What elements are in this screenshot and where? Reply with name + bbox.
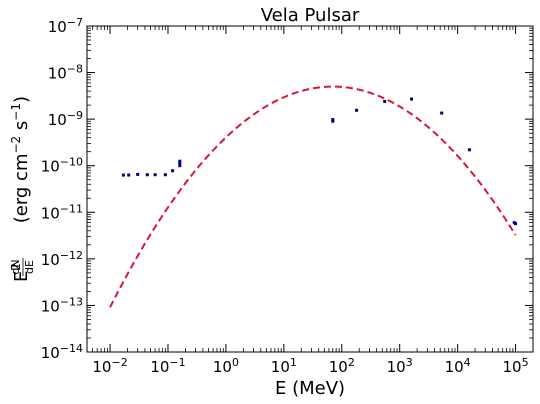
y-tick-label: 10−14 [41,342,83,363]
fit-curve [109,85,517,308]
x-axis-title: E (MeV) [275,378,345,399]
data-point [171,169,175,173]
y-label-unit-pow1: −2 [9,136,23,154]
y-tick-label: 10−8 [48,62,83,83]
data-point [440,111,444,115]
y-axis-title: E2 (erg cm−2 s−1) dN dE [9,96,36,282]
x-tick-labels: 10−2 10−1 100 101 102 103 104 105 [92,356,528,377]
data-point [355,108,359,112]
y-label-frac-num: dN [9,259,22,274]
data-point [331,119,335,123]
y-tick-label: 10−10 [41,155,83,176]
fit-curve-group [109,85,517,308]
data-point [410,97,414,101]
minor-ticks [86,26,534,352]
y-tick-label: 10−9 [48,109,83,129]
x-tick-label: 103 [387,356,413,377]
x-tick-label: 105 [503,356,529,377]
data-point [467,148,471,152]
data-point [153,173,157,177]
data-point [383,99,387,103]
x-tick-label: 10−1 [150,356,185,377]
y-label-unit-close: ) [11,96,32,103]
data-point [178,161,182,165]
data-point [145,173,149,177]
chart-title: Vela Pulsar [261,5,360,26]
y-label-main: E [11,271,32,282]
x-tick-label: 100 [213,356,239,377]
y-label-unit-mid: s [11,121,32,136]
y-label-unit-pow2: −1 [9,103,23,121]
data-point [136,172,140,176]
major-ticks [87,25,533,353]
plot-frame [86,25,534,353]
y-tick-labels: 10−14 10−13 10−12 10−11 10−10 10−9 10−8 10−7 [41,16,83,363]
y-label-frac-den: dE [23,260,36,274]
y-axis-title-text: E2 (erg cm−2 s−1) [9,96,32,282]
data-points [121,97,518,226]
data-point [121,173,125,177]
y-label-unit-open: (erg cm [11,154,32,224]
x-tick-label: 10−2 [92,356,127,377]
data-point [514,222,518,226]
data-point [178,164,182,168]
y-tick-label: 10−7 [48,16,83,37]
data-point [163,173,167,177]
y-tick-label: 10−13 [41,295,83,316]
y-label-power: 2 [9,263,23,271]
data-point [331,118,335,122]
y-tick-label: 10−11 [41,202,83,223]
plot-area [86,25,534,353]
x-tick-label: 102 [329,356,355,377]
x-tick-label: 101 [271,356,297,377]
data-point [127,173,131,177]
y-tick-label: 10−12 [41,248,83,269]
data-point [178,159,182,163]
x-tick-label: 104 [445,356,471,377]
y-label-fraction: dN dE [9,258,36,276]
